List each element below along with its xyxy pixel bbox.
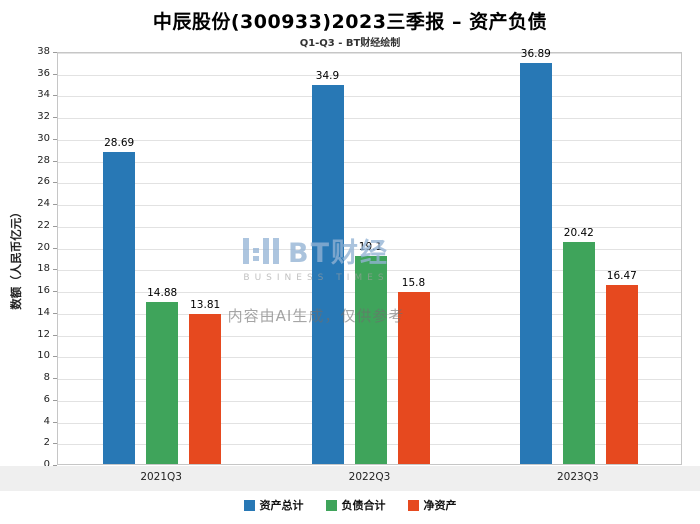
y-tick-label: 0: [43, 459, 50, 470]
y-tick-mark: [53, 247, 57, 249]
y-tick-label: 24: [37, 198, 50, 210]
y-tick-label: 30: [37, 132, 50, 144]
bar-净资产-2022Q3: [397, 292, 430, 464]
bar-净资产-2023Q3: [605, 285, 638, 464]
y-tick-mark: [53, 138, 57, 140]
legend-label: 资产总计: [259, 499, 304, 512]
y-tick-mark: [53, 291, 57, 293]
legend-item-负债合计: 负债合计: [325, 497, 386, 513]
y-tick-mark: [53, 334, 57, 336]
y-tick-mark: [53, 269, 57, 271]
y-tick-mark: [53, 356, 57, 358]
bt-logo-icon: [243, 237, 279, 264]
y-tick-mark: [53, 204, 57, 206]
gridline: [58, 139, 681, 141]
bar-value-label: 34.9: [315, 69, 340, 82]
x-axis-strip: 2021Q3 2022Q3 2023Q3: [0, 466, 700, 491]
legend-swatch: [243, 499, 255, 511]
y-tick-label: 2: [43, 437, 50, 449]
y-tick-label: 32: [37, 111, 50, 123]
bar-value-label: 36.89: [520, 48, 551, 61]
y-tick-label: 20: [37, 241, 50, 253]
y-tick-label: 22: [37, 219, 50, 231]
gridline: [58, 118, 681, 120]
y-tick-label: 14: [37, 306, 50, 318]
bar-value-label: 14.88: [147, 287, 178, 300]
bar-资产总计-2021Q3: [103, 152, 136, 464]
bar-负债合计-2023Q3: [562, 242, 595, 464]
gridline: [58, 74, 681, 76]
bar-value-label: 15.8: [401, 277, 426, 290]
gridline: [58, 53, 681, 54]
y-tick-mark: [53, 465, 57, 466]
chart-title: 中辰股份(300933)2023三季报 – 资产负债: [152, 11, 548, 33]
y-tick-mark: [53, 399, 57, 401]
y-tick-label: 4: [43, 415, 50, 427]
x-tick-label: 2022Q3: [348, 471, 391, 483]
legend-label: 负债合计: [341, 499, 386, 512]
bar-资产总计-2023Q3: [519, 63, 552, 464]
x-tick-label: 2021Q3: [140, 471, 182, 483]
gridline: [58, 96, 681, 98]
bar-value-label: 19.1: [358, 241, 383, 254]
y-tick-label: 12: [37, 328, 50, 340]
y-tick-label: 36: [37, 67, 50, 79]
y-tick-mark: [53, 182, 57, 184]
bar-负债合计-2021Q3: [146, 302, 179, 464]
legend-label: 净资产: [423, 499, 457, 512]
bar-资产总计-2022Q3: [311, 84, 344, 464]
y-tick-label: 34: [37, 89, 50, 101]
y-tick-label: 16: [37, 285, 50, 297]
y-tick-label: 38: [37, 46, 50, 57]
bar-value-label: 13.81: [190, 298, 221, 311]
legend-swatch: [325, 499, 337, 511]
legend: 资产总计 负债合计 净资产: [0, 497, 700, 513]
chart-subtitle: Q1-Q3 - BT财经绘制: [299, 38, 401, 49]
y-tick-mark: [53, 378, 57, 380]
legend-item-净资产: 净资产: [407, 497, 457, 513]
gridline: [58, 205, 681, 207]
y-tick-mark: [53, 443, 57, 445]
y-tick-mark: [53, 160, 57, 162]
bar-value-label: 20.42: [563, 227, 594, 240]
y-tick-mark: [53, 52, 57, 53]
y-tick-mark: [53, 421, 57, 423]
legend-item-资产总计: 资产总计: [243, 497, 304, 513]
y-tick-label: 6: [43, 393, 50, 405]
bar-净资产-2021Q3: [189, 313, 222, 464]
legend-swatch: [407, 499, 419, 511]
y-tick-label: 18: [37, 263, 50, 275]
y-tick-mark: [53, 312, 57, 314]
bar-value-label: 28.69: [104, 137, 135, 150]
bar-value-label: 16.47: [606, 270, 637, 282]
y-tick-label: 10: [37, 350, 50, 362]
y-tick-mark: [53, 117, 57, 119]
y-tick-mark: [53, 73, 57, 75]
gridline: [58, 183, 681, 185]
y-tick-label: 28: [37, 154, 50, 166]
gridline: [58, 248, 681, 250]
x-tick-label: 2023Q3: [556, 471, 599, 483]
y-tick-mark: [53, 225, 57, 227]
gridline: [58, 161, 681, 163]
y-tick-label: 8: [43, 372, 50, 384]
gridline: [58, 226, 681, 228]
plot-area: BT财经 BUSINESS TIMES 内容由AI生成，仅供参考 28.69 14…: [57, 48, 682, 465]
bar-负债合计-2022Q3: [354, 256, 387, 464]
y-tick-mark: [53, 95, 57, 97]
y-tick-label: 26: [37, 176, 50, 188]
